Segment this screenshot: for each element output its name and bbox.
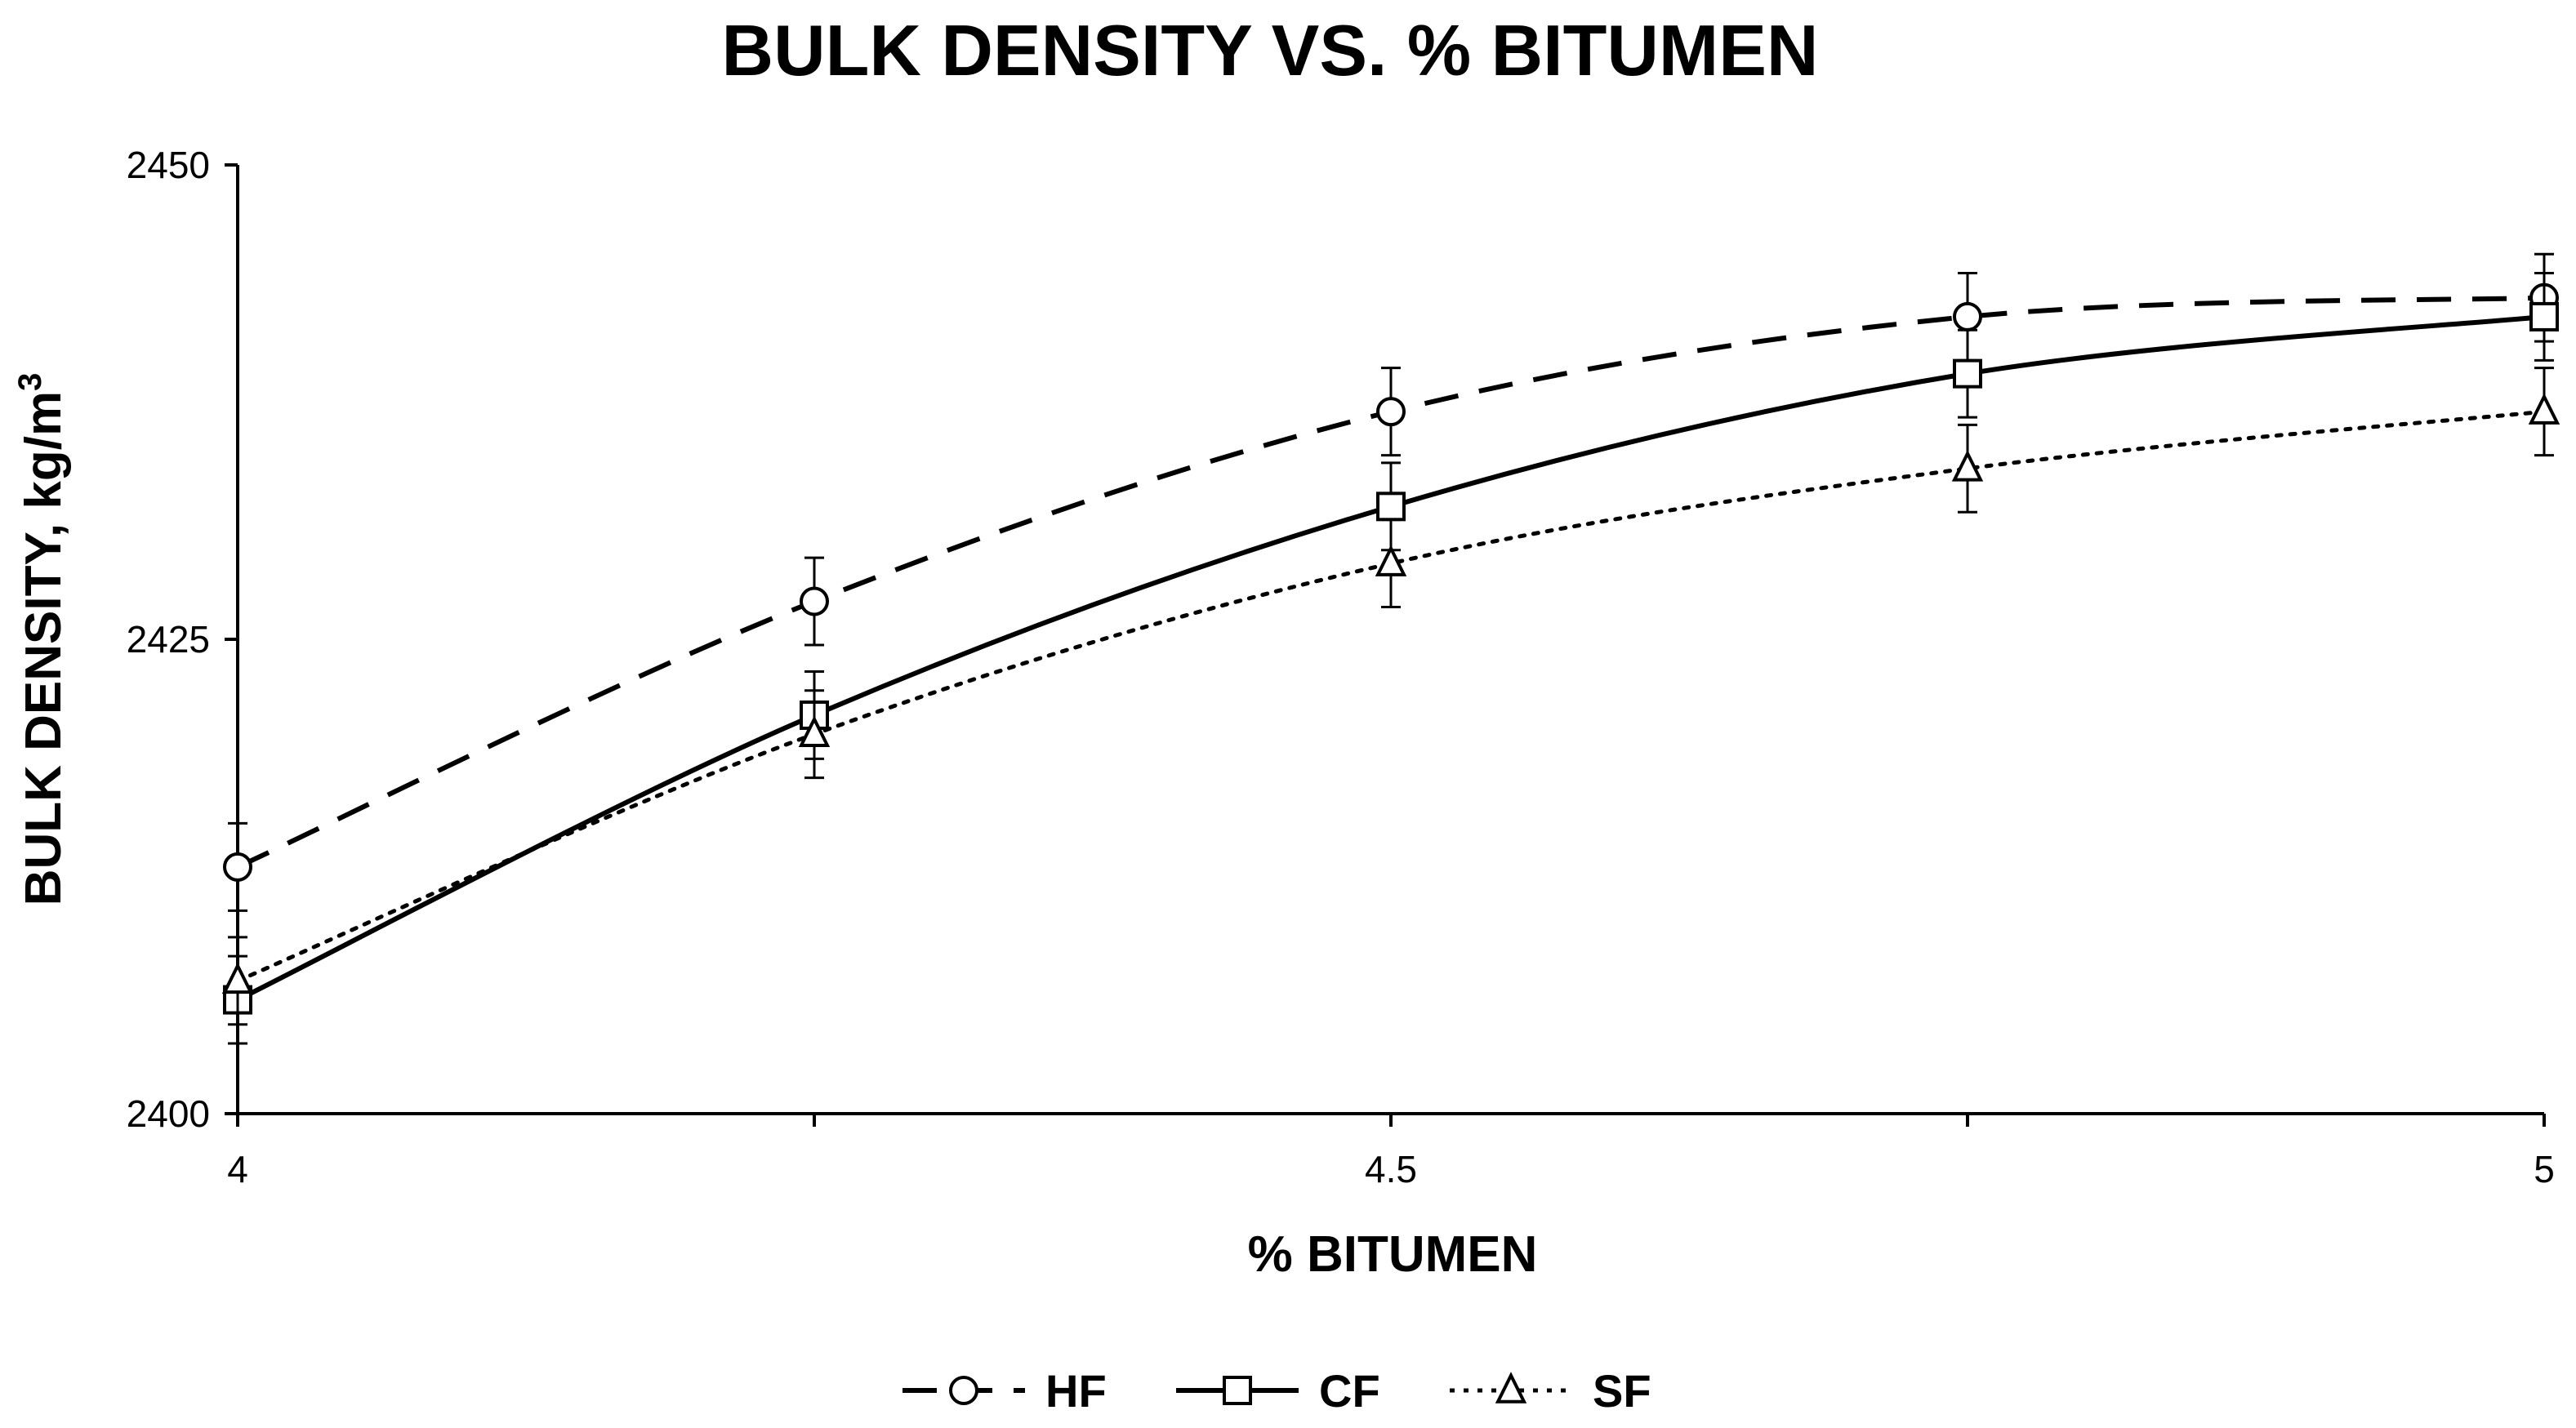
legend-item-cf: CF: [1176, 1365, 1380, 1417]
plot-area: [221, 252, 2560, 1045]
data-point-sf: [2528, 393, 2560, 425]
y-axis-label: BULK DENSITY, kg/m3: [12, 373, 72, 906]
data-point-sf: [798, 715, 831, 747]
y-tick-label: 2425: [127, 618, 210, 661]
data-point-cf: [2529, 301, 2559, 331]
legend-marker-sf: [1495, 1372, 1527, 1404]
legend-label-cf: CF: [1319, 1365, 1380, 1417]
legend-marker-hf: [949, 1376, 978, 1405]
legend-label-sf: SF: [1593, 1365, 1651, 1417]
axes: [236, 165, 2544, 1115]
data-point-hf: [223, 852, 252, 882]
data-point-hf: [1953, 301, 1982, 331]
legend-label-hf: HF: [1045, 1365, 1107, 1417]
x-tick-label: 4.5: [1365, 1148, 1417, 1190]
data-point-hf: [800, 586, 829, 616]
legend-marker-cf: [1223, 1376, 1252, 1405]
x-axis-label: % BITUMEN: [1248, 1226, 1538, 1283]
series-cf: [223, 271, 2559, 1045]
chart-title: BULK DENSITY VS. % BITUMEN: [722, 10, 1819, 91]
data-point-cf: [1376, 492, 1406, 522]
legend: HF CF SF: [902, 1365, 1651, 1417]
legend-item-sf: SF: [1450, 1365, 1651, 1417]
data-point-cf: [1953, 358, 1982, 389]
data-point-sf: [1375, 545, 1407, 576]
x-tick-label: 4: [227, 1148, 248, 1190]
y-ticks: 2400 2425 2450: [127, 144, 238, 1135]
y-tick-label: 2400: [127, 1092, 210, 1135]
y-axis-label-text: BULK DENSITY, kg/m: [16, 391, 72, 905]
y-axis-label-superscript: 3: [12, 373, 48, 391]
series-sf: [221, 367, 2560, 1026]
data-point-sf: [221, 962, 254, 994]
legend-item-hf: HF: [902, 1365, 1107, 1417]
data-point-hf: [1376, 397, 1406, 427]
data-point-sf: [1951, 449, 1984, 482]
x-ticks: 4 4.5 5: [227, 1114, 2555, 1190]
y-tick-label: 2450: [127, 144, 210, 186]
x-tick-label: 5: [2534, 1148, 2555, 1190]
